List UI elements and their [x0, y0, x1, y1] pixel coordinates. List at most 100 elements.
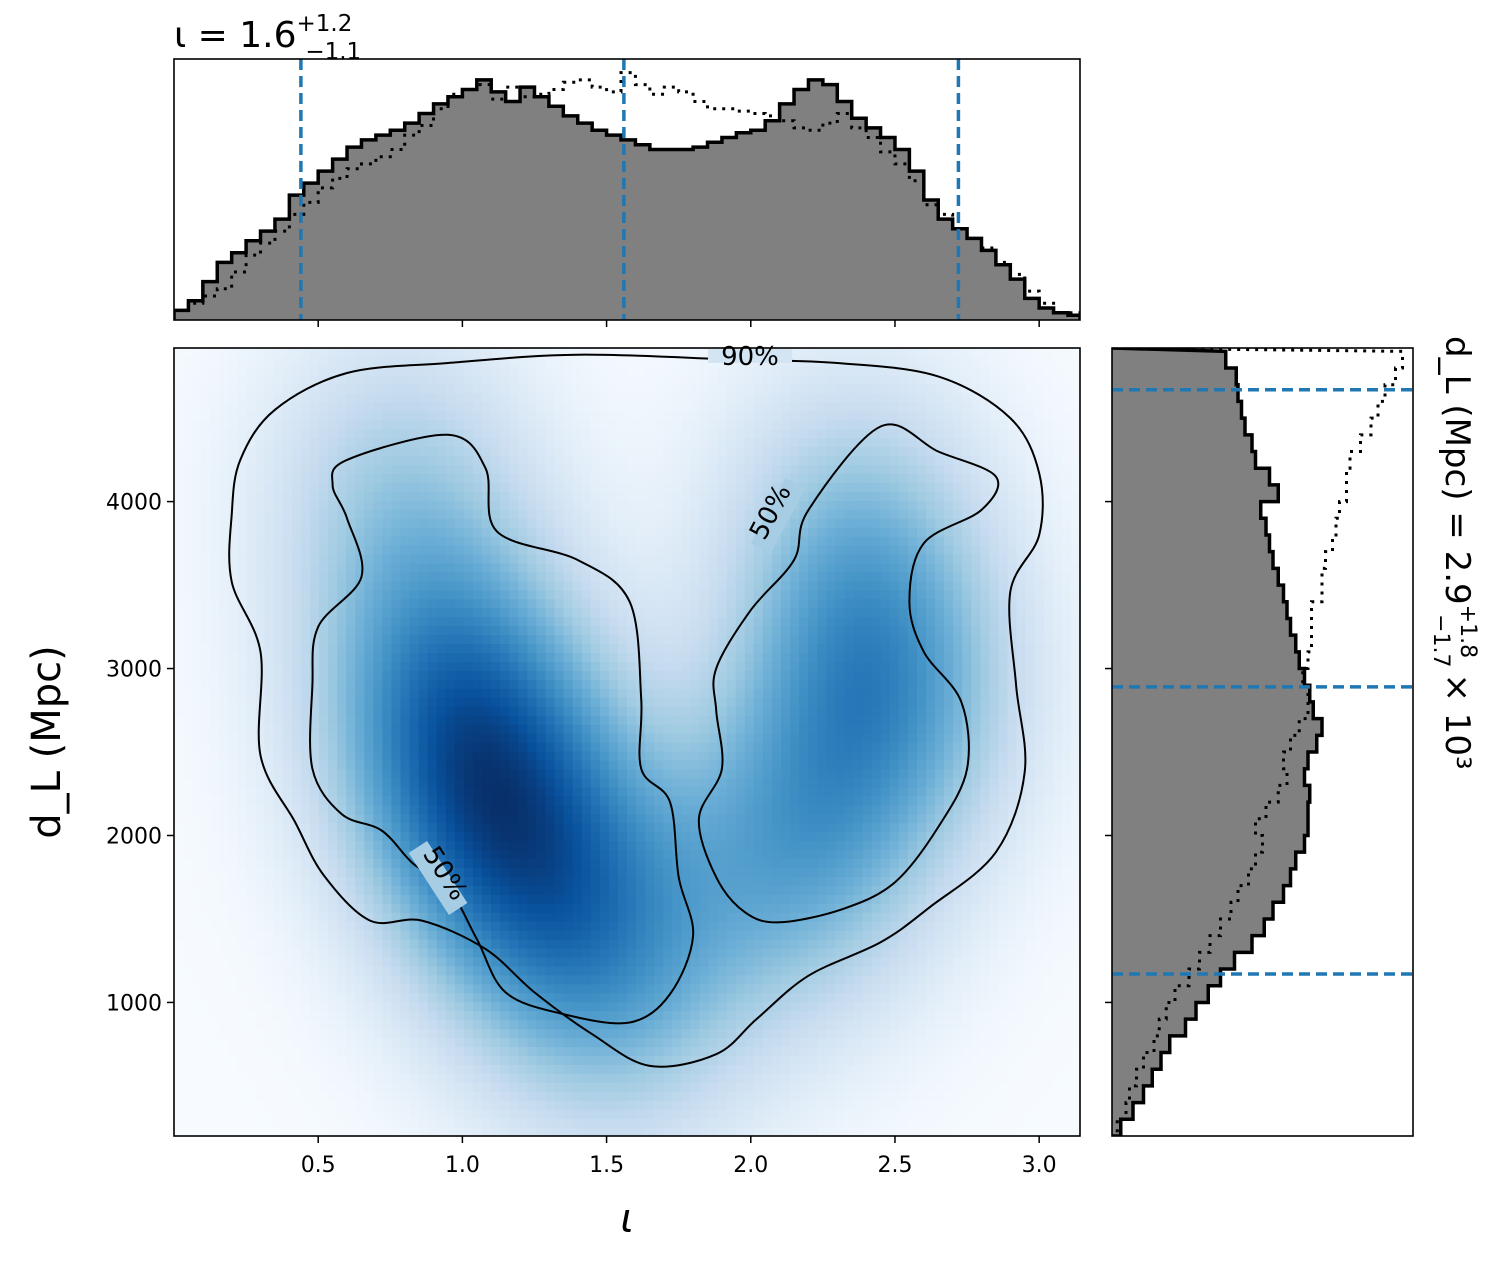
heatmap-cell [808, 965, 818, 976]
heatmap-cell [400, 858, 411, 868]
heatmap-cell [717, 903, 728, 913]
heatmap-cell [509, 1019, 519, 1030]
heatmap-cell [255, 1082, 266, 1092]
heatmap-cell [572, 974, 583, 985]
heatmap-cell [980, 724, 990, 734]
heatmap-cell [174, 885, 184, 895]
heatmap-cell [536, 894, 547, 904]
heatmap-cell [454, 795, 465, 806]
heatmap-cell [898, 947, 909, 958]
heatmap-cell [255, 804, 266, 815]
heatmap-cell [1007, 724, 1018, 734]
heatmap-cell [989, 903, 1000, 913]
heatmap-cell [717, 849, 728, 859]
heatmap-cell [980, 777, 990, 788]
heatmap-cell [174, 822, 184, 833]
heatmap-cell [590, 947, 601, 958]
heatmap-cell [436, 813, 447, 824]
heatmap-cell [454, 1046, 465, 1056]
heatmap-cell [309, 921, 320, 931]
heatmap-cell [1034, 858, 1045, 868]
heatmap-cell [744, 840, 755, 851]
heatmap-cell [463, 903, 474, 913]
heatmap-cell [445, 1091, 456, 1101]
heatmap-cell [627, 1118, 637, 1128]
heatmap-cell [808, 813, 818, 824]
heatmap-cell [391, 939, 402, 949]
heatmap-cell [391, 930, 402, 940]
heatmap-cell [771, 858, 782, 868]
heatmap-cell [228, 1100, 239, 1110]
heatmap-cell [509, 804, 519, 815]
heatmap-cell [427, 750, 438, 761]
heatmap-cell [255, 1010, 266, 1021]
heatmap-cell [554, 930, 565, 940]
heatmap-cell [753, 733, 764, 743]
heatmap-cell [291, 903, 302, 913]
heatmap-cell [907, 1127, 918, 1136]
heatmap-cell [500, 930, 510, 940]
heatmap-cell [454, 867, 465, 877]
heatmap-cell [427, 697, 438, 707]
heatmap-cell [400, 1127, 411, 1136]
heatmap-cell [708, 750, 719, 761]
heatmap-cell [518, 867, 528, 877]
heatmap-cell [291, 992, 302, 1003]
heatmap-cell [219, 1082, 229, 1092]
heatmap-cell [826, 939, 836, 949]
heatmap-cell [572, 930, 583, 940]
heatmap-cell [318, 1082, 329, 1092]
heatmap-cell [898, 1082, 909, 1092]
heatmap-cell [309, 849, 320, 859]
heatmap-cell [463, 831, 474, 842]
heatmap-cell [518, 742, 528, 752]
heatmap-cell [228, 688, 239, 698]
heatmap-cell [916, 885, 927, 895]
heatmap-cell [835, 1100, 846, 1110]
heatmap-cell [300, 1064, 311, 1074]
heatmap-cell [291, 894, 302, 904]
heatmap-cell [835, 894, 846, 904]
heatmap-cell [817, 724, 827, 734]
heatmap-cell [491, 697, 501, 707]
heatmap-cell [771, 1109, 782, 1119]
heatmap-cell [174, 724, 184, 734]
heatmap-cell [844, 742, 855, 752]
heatmap-cell [817, 965, 827, 976]
heatmap-cell [817, 947, 827, 958]
heatmap-cell [554, 849, 565, 859]
heatmap-cell [835, 849, 846, 859]
heatmap-cell [925, 840, 936, 851]
heatmap-cell [953, 1019, 963, 1030]
heatmap-cell [255, 1064, 266, 1074]
heatmap-cell [889, 1001, 900, 1012]
heatmap-cell [935, 1037, 945, 1048]
heatmap-cell [237, 930, 248, 940]
heatmap-cell [590, 1100, 601, 1110]
heatmap-cell [554, 1091, 565, 1101]
heatmap-cell [318, 894, 329, 904]
heatmap-cell [962, 965, 972, 976]
heatmap-cell [717, 1073, 728, 1083]
heatmap-cell [699, 1118, 710, 1128]
heatmap-cell [291, 885, 302, 895]
heatmap-cell [889, 822, 900, 833]
heatmap-cell [219, 858, 229, 868]
heatmap-cell [382, 750, 393, 761]
heatmap-cell [210, 724, 220, 734]
heatmap-cell [318, 1091, 329, 1101]
heatmap-cell [898, 697, 909, 707]
heatmap-cell [681, 1100, 692, 1110]
heatmap-cell [246, 724, 257, 734]
heatmap-cell [418, 715, 429, 725]
heatmap-cell [925, 930, 936, 940]
heatmap-cell [183, 688, 193, 698]
heatmap-cell [753, 1064, 764, 1074]
heatmap-cell [717, 715, 728, 725]
heatmap-cell [844, 876, 855, 886]
heatmap-cell [482, 1028, 492, 1039]
heatmap-cell [509, 858, 519, 868]
heatmap-cell [427, 768, 438, 779]
heatmap-cell [219, 1109, 229, 1119]
heatmap-cell [636, 867, 646, 877]
